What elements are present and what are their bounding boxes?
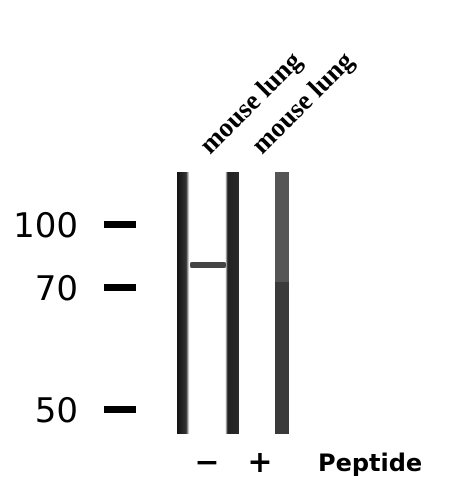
page: {"lanes": [{"label": "mouse lung", "pept… xyxy=(0,0,449,484)
peptide-sign: − xyxy=(194,445,219,480)
marker-label: 100 xyxy=(13,206,78,246)
marker-label: 70 xyxy=(35,269,78,309)
marker-dash xyxy=(104,406,136,413)
lane xyxy=(177,172,239,434)
peptide-label: Peptide xyxy=(318,449,422,477)
peptide-sign: + xyxy=(247,445,272,480)
lane-upper xyxy=(275,172,289,282)
marker-dash xyxy=(104,284,136,291)
band xyxy=(190,262,226,268)
marker-label: 50 xyxy=(35,391,78,431)
western-blot: 100 70 50 mouse lung mouse lung − + Pept… xyxy=(0,0,449,484)
marker-dash xyxy=(104,221,136,228)
